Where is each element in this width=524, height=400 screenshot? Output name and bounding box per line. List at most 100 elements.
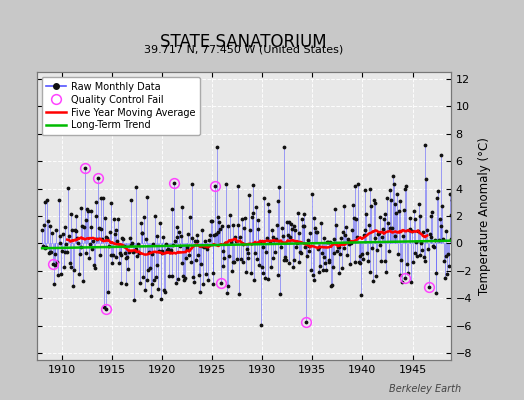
Point — [370, 235, 379, 242]
Point — [232, 238, 240, 244]
Point — [423, 226, 431, 233]
Point — [83, 206, 91, 212]
Point — [118, 235, 126, 241]
Point — [49, 261, 57, 267]
Point — [113, 238, 122, 244]
Point — [202, 243, 211, 250]
Point — [274, 198, 282, 204]
Point — [229, 222, 237, 228]
Point — [247, 213, 256, 220]
Point — [43, 197, 51, 203]
Point — [402, 183, 410, 189]
Point — [291, 227, 299, 233]
Point — [254, 217, 263, 224]
Point — [330, 236, 339, 243]
Point — [201, 238, 209, 244]
Point — [263, 234, 271, 241]
Point — [62, 241, 71, 247]
Point — [355, 260, 364, 266]
Point — [244, 254, 253, 261]
Point — [60, 224, 69, 230]
Point — [88, 246, 96, 252]
Point — [144, 266, 152, 273]
Point — [342, 224, 351, 230]
Point — [75, 251, 84, 257]
Point — [211, 183, 219, 189]
Point — [143, 277, 151, 284]
Point — [256, 239, 264, 245]
Point — [302, 318, 310, 325]
Point — [233, 256, 241, 262]
Point — [242, 269, 250, 275]
Point — [107, 252, 116, 258]
Point — [170, 180, 178, 186]
Point — [199, 281, 208, 287]
Point — [233, 183, 242, 189]
Point — [47, 249, 56, 255]
Point — [96, 226, 105, 232]
Point — [380, 210, 389, 217]
Point — [372, 273, 380, 280]
Point — [336, 251, 344, 257]
Point — [413, 253, 421, 260]
Point — [217, 223, 226, 229]
Point — [183, 246, 192, 252]
Point — [340, 245, 348, 252]
Point — [101, 215, 109, 221]
Point — [373, 247, 381, 253]
Point — [277, 244, 285, 250]
Point — [406, 226, 414, 232]
Point — [257, 322, 265, 328]
Point — [147, 293, 155, 299]
Point — [392, 210, 400, 216]
Point — [184, 231, 192, 237]
Point — [293, 210, 302, 216]
Point — [77, 244, 85, 250]
Point — [125, 249, 133, 256]
Point — [334, 244, 342, 251]
Point — [119, 236, 127, 242]
Point — [104, 289, 112, 295]
Point — [421, 258, 430, 265]
Text: 39.717 N, 77.450 W (United States): 39.717 N, 77.450 W (United States) — [144, 44, 343, 54]
Point — [324, 258, 333, 265]
Point — [382, 268, 390, 275]
Point — [400, 186, 409, 192]
Point — [151, 213, 159, 219]
Point — [377, 258, 386, 264]
Point — [414, 227, 422, 234]
Point — [416, 213, 424, 219]
Point — [192, 256, 200, 263]
Point — [42, 244, 50, 251]
Point — [191, 238, 199, 245]
Point — [224, 283, 233, 289]
Point — [298, 215, 306, 222]
Point — [129, 249, 137, 255]
Point — [151, 274, 160, 280]
Point — [105, 228, 114, 235]
Point — [160, 287, 168, 293]
Point — [50, 250, 59, 257]
Point — [40, 199, 49, 206]
Point — [280, 144, 289, 151]
Point — [97, 195, 106, 202]
Point — [272, 222, 281, 228]
Point — [127, 242, 136, 248]
Point — [337, 235, 345, 241]
Point — [200, 244, 209, 250]
Point — [289, 264, 297, 270]
Point — [354, 259, 363, 265]
Point — [141, 236, 150, 242]
Point — [384, 219, 392, 226]
Point — [63, 248, 71, 255]
Point — [339, 229, 347, 236]
Point — [225, 253, 233, 259]
Point — [328, 281, 336, 288]
Point — [352, 216, 361, 222]
Point — [166, 248, 174, 255]
Point — [414, 201, 423, 207]
Point — [79, 278, 87, 284]
Point — [300, 210, 309, 217]
Point — [296, 249, 304, 256]
Point — [401, 274, 410, 281]
